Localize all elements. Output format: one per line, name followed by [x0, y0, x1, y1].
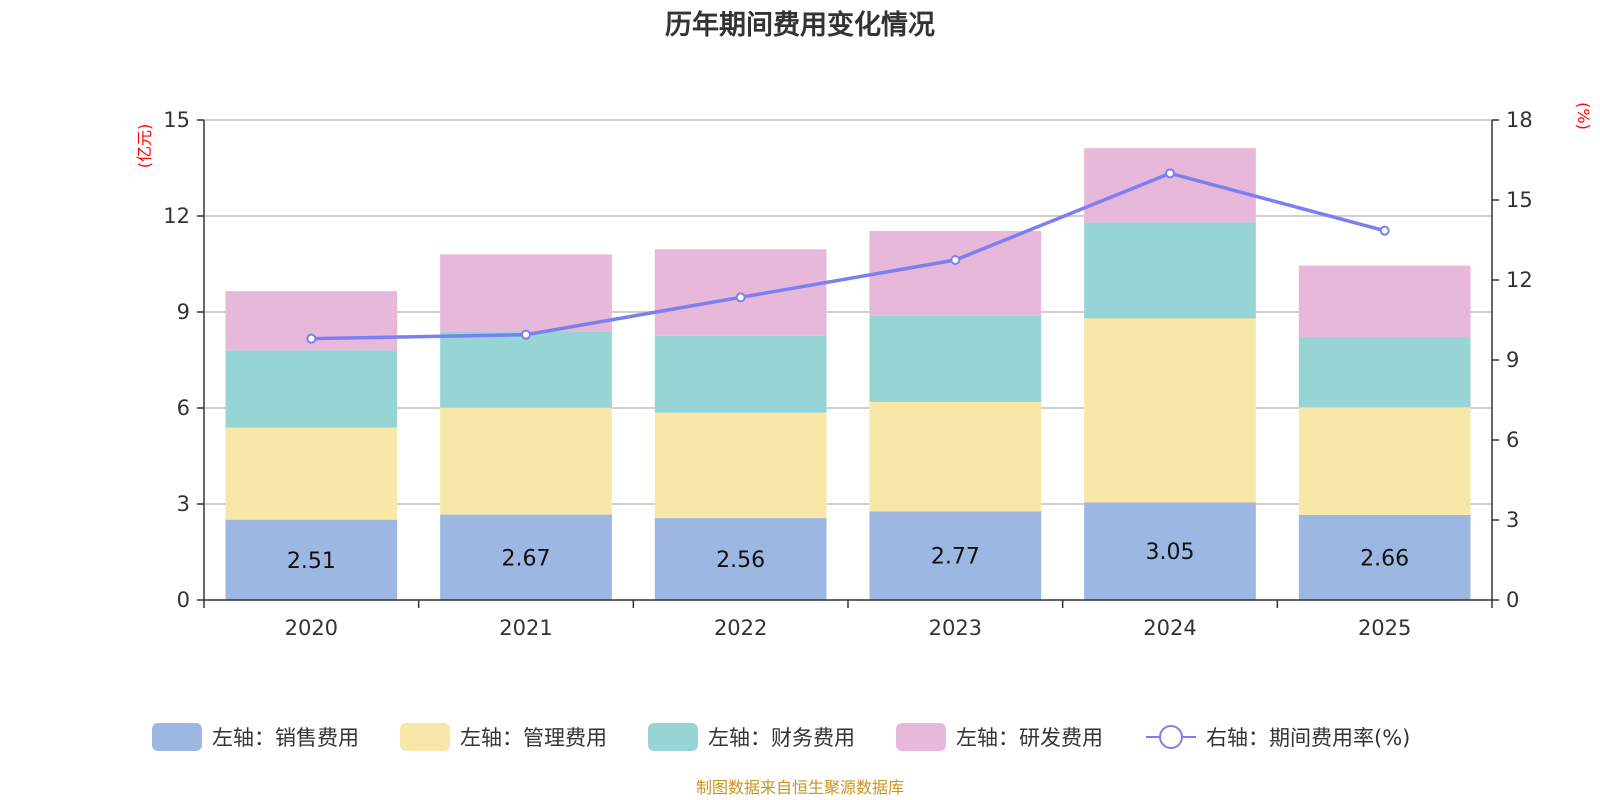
right-axis-unit: (%): [1574, 102, 1593, 130]
legend-label: 左轴：销售费用: [212, 726, 359, 750]
left-axis-unit: (亿元): [135, 124, 154, 169]
bar-data-label: 2.67: [502, 546, 551, 571]
x-tick-label: 2021: [499, 616, 552, 640]
rate-line-path: [311, 171, 1386, 341]
left-tick-label: 6: [177, 396, 190, 420]
bar-segment: [869, 511, 1042, 600]
bars: 2.51 2.67 2.56 2.77 3.05 2.66: [225, 148, 1471, 600]
gridlines: [204, 119, 1492, 505]
bar-segment: [1084, 502, 1256, 600]
rate-point: [1165, 168, 1175, 179]
bar-segment: [440, 331, 612, 408]
legend-line-marker: [1159, 725, 1183, 749]
bar-segment: [1084, 318, 1256, 503]
rate-point: [950, 255, 961, 265]
bar-segment: [225, 350, 398, 428]
bar-segment: [1298, 514, 1471, 600]
legend-swatch: [896, 723, 946, 751]
axes: 0 3 6 9 12 15 0 3 6 9 12 15 18 2020 2021 2022 2023 2024 20…: [163, 108, 1532, 640]
x-tick-label: 2025: [1358, 616, 1411, 640]
legend-swatch: [648, 723, 698, 751]
left-tick-label: 3: [177, 492, 190, 516]
bar-segment: [1084, 222, 1256, 319]
bar-data-label: 2.77: [931, 545, 980, 570]
bar-segment: [1298, 407, 1471, 515]
bar-data-label: 2.66: [1360, 546, 1409, 571]
left-tick-label: 15: [163, 108, 190, 132]
bar-segment: [440, 407, 612, 515]
bar-segment: [440, 514, 612, 600]
left-tick-label: 0: [177, 588, 190, 612]
x-tick-label: 2024: [1143, 616, 1196, 640]
legend: 左轴：销售费用 左轴：管理费用 左轴：财务费用 左轴：研发费用 右轴：期间费用率(%): [152, 723, 1410, 751]
rate-line: [306, 168, 1390, 344]
bar-segment: [654, 518, 827, 600]
legend-swatch: [152, 723, 202, 751]
source-note: 制图数据来自恒生聚源数据库: [696, 778, 904, 797]
x-tick-label: 2020: [285, 616, 338, 640]
x-tick-label: 2023: [929, 616, 982, 640]
legend-label: 左轴：研发费用: [956, 726, 1103, 750]
bar-segment: [1298, 265, 1471, 337]
bar-segment: [654, 412, 827, 519]
bar-data-label: 3.05: [1146, 540, 1195, 565]
left-tick-label: 12: [163, 204, 190, 228]
rate-point: [735, 292, 746, 303]
bar-data-label: 2.51: [287, 549, 336, 574]
legend-label: 左轴：管理费用: [460, 726, 607, 750]
legend-swatch: [400, 723, 450, 751]
right-tick-label: 18: [1506, 108, 1533, 132]
rate-point: [521, 329, 531, 340]
right-tick-label: 12: [1506, 268, 1533, 292]
x-tick-label: 2022: [714, 616, 767, 640]
right-tick-label: 3: [1506, 508, 1519, 532]
left-tick-label: 9: [177, 300, 190, 324]
bar-segment: [869, 231, 1042, 316]
bar-segment: [440, 254, 612, 332]
bar-segment: [1298, 336, 1471, 408]
bar-segment: [869, 315, 1042, 402]
rate-point: [306, 333, 317, 344]
right-tick-label: 9: [1506, 348, 1519, 372]
bar-segment: [225, 427, 398, 520]
rate-point: [1379, 225, 1390, 236]
bar-segment: [1084, 148, 1256, 223]
legend-label: 右轴：期间费用率(%): [1206, 726, 1410, 750]
bar-segment: [654, 335, 827, 413]
right-tick-label: 15: [1506, 188, 1533, 212]
right-tick-label: 6: [1506, 428, 1519, 452]
bar-segment: [869, 401, 1042, 512]
bar-segment: [225, 519, 398, 600]
bar-data-label: 2.56: [716, 548, 765, 573]
chart-title: 历年期间费用变化情况: [665, 9, 935, 41]
right-tick-label: 0: [1506, 588, 1519, 612]
legend-label: 左轴：财务费用: [708, 726, 855, 750]
